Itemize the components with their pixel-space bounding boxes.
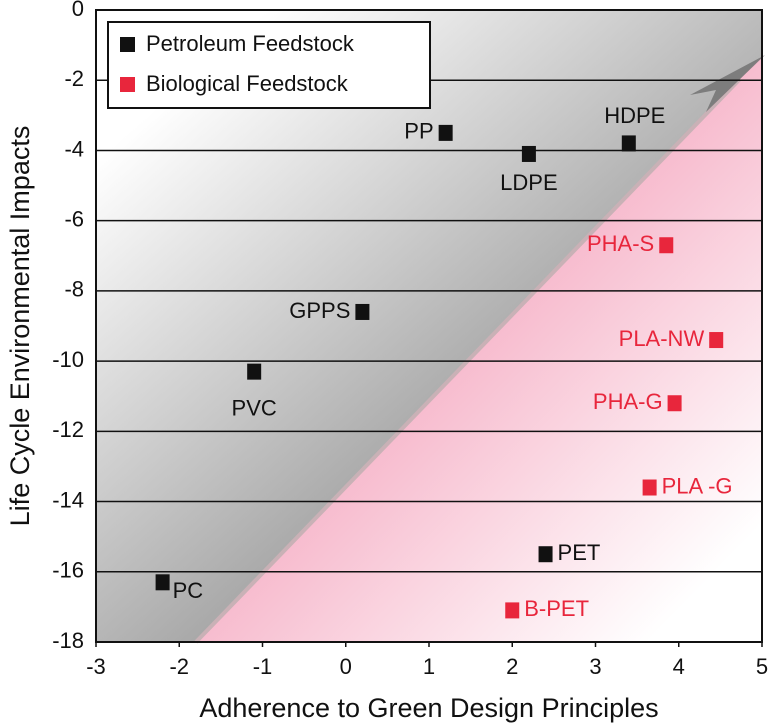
point-label: HDPE — [604, 103, 665, 128]
point — [521, 145, 536, 162]
point-label: B-PET — [524, 596, 589, 621]
point-label: PP — [404, 119, 433, 144]
point — [659, 237, 674, 254]
x-tick-label: 3 — [589, 654, 601, 679]
legend-label: Petroleum Feedstock — [146, 31, 355, 56]
point — [155, 574, 170, 591]
legend-box — [107, 21, 431, 109]
point — [667, 395, 682, 412]
x-tick-label: 4 — [673, 654, 685, 679]
point — [709, 332, 724, 349]
grid — [96, 9, 762, 643]
x-tick-label: 1 — [423, 654, 435, 679]
x-axis-title: Adherence to Green Design Principles — [199, 693, 658, 723]
point — [505, 602, 520, 619]
point — [642, 479, 657, 496]
point-label: PLA -G — [662, 473, 733, 498]
x-tick-label: 0 — [340, 654, 352, 679]
y-tick-label: -16 — [52, 558, 84, 583]
point-label: PLA-NW — [619, 326, 705, 351]
point-label: PET — [558, 540, 601, 565]
x-tick-label: 2 — [506, 654, 518, 679]
legend: Petroleum Feedstock Biological Feedstock — [107, 21, 431, 109]
y-tick-label: -12 — [52, 417, 84, 442]
x-tick-label: -1 — [253, 654, 273, 679]
arrow — [690, 55, 765, 112]
y-axis-title: Life Cycle Environmental Impacts — [5, 126, 35, 527]
y-tick-label: -14 — [52, 487, 84, 512]
point-label: LDPE — [500, 170, 557, 195]
y-tick-label: -8 — [64, 277, 84, 302]
legend-swatch — [120, 77, 135, 92]
point — [247, 363, 262, 380]
point — [538, 546, 553, 563]
y-tick-label: -6 — [64, 206, 84, 231]
marks: PP LDPE HDPE GPPS PVC PC PET PHA-S PLA-NW PHA-G PL… — [155, 103, 733, 621]
point — [621, 135, 636, 152]
legend-swatch — [120, 37, 135, 52]
point-label: GPPS — [289, 298, 350, 323]
point-label: PHA-G — [593, 389, 663, 414]
point — [355, 303, 370, 320]
y-tick-label: -4 — [64, 136, 84, 161]
point-label: PHA-S — [587, 231, 654, 256]
y-tick-label: -2 — [64, 66, 84, 91]
point-label: PC — [173, 578, 204, 603]
legend-label: Biological Feedstock — [146, 71, 349, 96]
point — [438, 124, 453, 141]
point-label: PVC — [232, 395, 277, 420]
x-tick-label: -3 — [86, 654, 106, 679]
y-tick-label: -18 — [52, 628, 84, 653]
x-tick-label: -2 — [169, 654, 189, 679]
y-tick-label: -10 — [52, 347, 84, 372]
x-tick-label: 5 — [756, 654, 768, 679]
y-tick-label: 0 — [72, 0, 84, 21]
